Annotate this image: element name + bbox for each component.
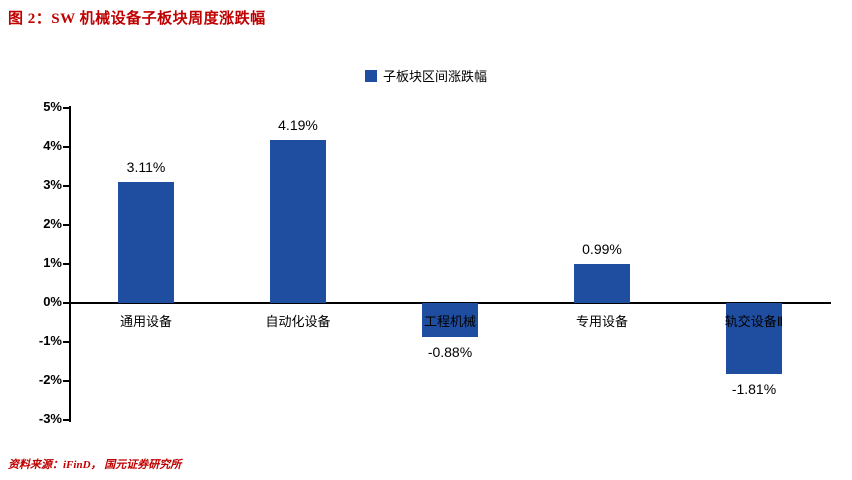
y-tick-mark (63, 302, 69, 304)
x-category-label: 轨交设备Ⅱ (724, 314, 784, 329)
bar-value-label: 4.19% (278, 116, 318, 133)
y-tick-label: 2% (43, 216, 62, 231)
source-note: 资料来源：iFinD， 国元证券研究所 (8, 459, 182, 471)
y-tick-mark (63, 263, 69, 265)
y-tick-label: -1% (38, 333, 62, 348)
y-tick-mark (63, 341, 69, 343)
bar (422, 303, 478, 338)
legend: 子板块区间涨跌幅 (0, 66, 852, 85)
y-tick-label: 4% (43, 138, 62, 153)
x-category-label: 自动化设备 (265, 314, 331, 329)
y-tick-label: 1% (43, 255, 62, 270)
y-tick-mark (63, 146, 69, 148)
y-axis-line (69, 106, 71, 422)
bar (726, 303, 782, 374)
bar (574, 264, 630, 303)
y-tick-label: 5% (43, 99, 62, 114)
y-tick-mark (63, 185, 69, 187)
x-category-label: 工程机械 (423, 314, 476, 329)
y-tick-mark (63, 107, 69, 109)
y-tick-label: -2% (38, 372, 62, 387)
chart-title: 图 2：SW 机械设备子板块周度涨跌幅 (8, 11, 266, 27)
x-category-label: 通用设备 (119, 314, 172, 329)
y-tick-mark (63, 380, 69, 382)
legend-label: 子板块区间涨跌幅 (382, 69, 487, 84)
y-tick-mark (63, 224, 69, 226)
y-tick-mark (63, 419, 69, 421)
bar-value-label: 0.99% (582, 241, 622, 258)
bar-value-label: -0.88% (427, 344, 473, 361)
y-tick-label: 3% (43, 177, 62, 192)
x-category-label: 专用设备 (575, 314, 628, 329)
bar (118, 181, 174, 303)
y-tick-label: -3% (38, 411, 62, 426)
bar-value-label: 3.11% (126, 158, 166, 175)
bar-value-label: -1.81% (731, 380, 777, 397)
bar (270, 139, 326, 303)
legend-swatch-icon (364, 69, 377, 82)
y-tick-label: 0% (43, 294, 62, 309)
